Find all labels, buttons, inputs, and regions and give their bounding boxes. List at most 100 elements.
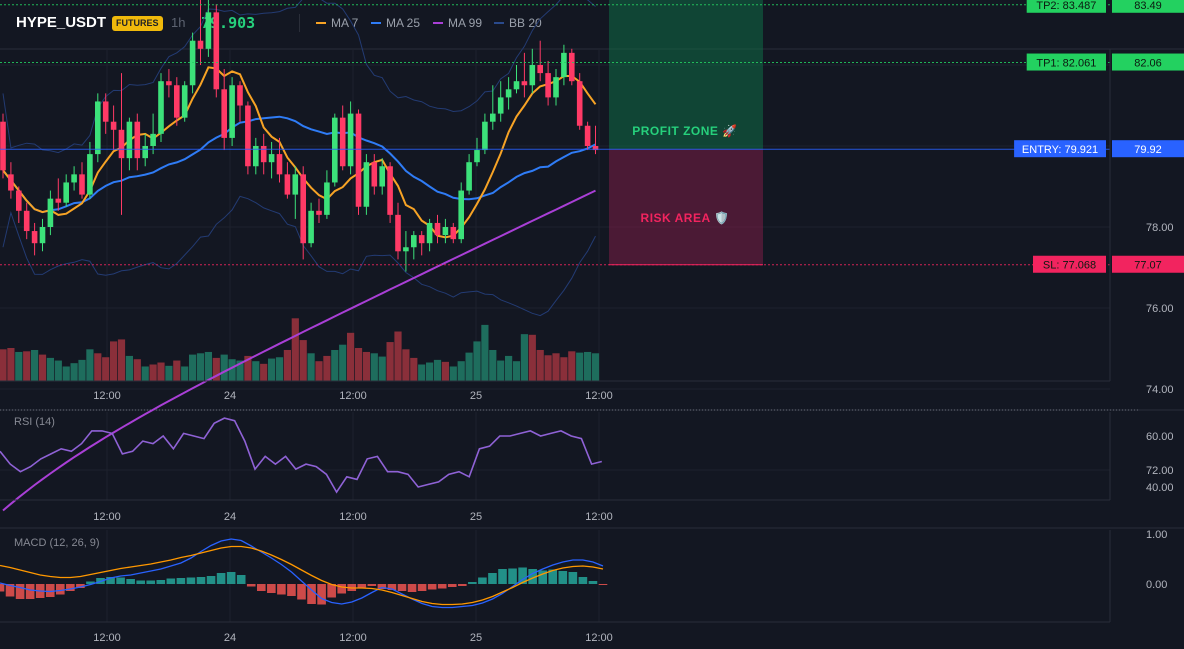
macd-histogram-bar — [25, 584, 35, 599]
legend-bb20[interactable]: BB 20 — [494, 16, 542, 30]
macd-histogram-bar — [196, 577, 206, 584]
volume-bar — [260, 363, 268, 381]
macd-histogram-bar — [106, 577, 115, 584]
candle-body — [31, 231, 38, 244]
volume-bar — [568, 351, 576, 381]
volume-bar — [536, 349, 544, 381]
volume-bar — [117, 339, 126, 381]
volume-bar — [212, 357, 220, 381]
candle-body — [592, 146, 599, 151]
candle-body — [497, 97, 504, 114]
candle-body — [332, 117, 338, 183]
macd-histogram-bar — [518, 567, 527, 584]
macd-histogram-bar — [216, 573, 226, 584]
level-axis-tag — [1112, 140, 1184, 158]
candle-body — [79, 174, 85, 195]
bollinger-bands — [2, 0, 596, 317]
macd-histogram-bar — [447, 584, 457, 587]
moving-averages — [2, 66, 597, 512]
level-axis-tag — [1112, 255, 1184, 273]
legend-ma25[interactable]: MA 25 — [371, 16, 420, 30]
risk-area — [609, 149, 763, 265]
macd-line — [0, 538, 604, 609]
macd-histogram-bar — [558, 571, 568, 584]
candle-body — [347, 113, 354, 167]
candle-body — [181, 85, 188, 118]
volume-bar — [189, 354, 197, 381]
time-tick-label: 24 — [224, 390, 236, 402]
volume-bar — [78, 359, 86, 381]
candle-body — [142, 146, 148, 159]
rsi-line — [0, 417, 602, 494]
time-tick-label: 12:00 — [339, 390, 367, 402]
time-tick-label: 25 — [470, 632, 482, 644]
macd-histogram-bar — [277, 584, 286, 595]
macd-histogram-bar — [417, 584, 427, 591]
volume-bar — [110, 341, 118, 381]
macd-histogram-bar — [236, 575, 246, 584]
macd-histogram-bar — [307, 584, 316, 604]
candle-body — [482, 121, 488, 151]
volume-bar — [0, 349, 7, 381]
macd-histogram-bar — [357, 584, 367, 588]
volume-bar — [149, 364, 157, 381]
candle-body — [513, 81, 520, 90]
macd-histogram-bar — [478, 577, 487, 584]
ma99-line — [2, 189, 596, 512]
volume-bar — [520, 334, 528, 381]
candle-body — [95, 101, 101, 155]
volume-bar — [505, 355, 513, 381]
volume-bar — [410, 357, 418, 381]
macd-histogram-bar — [327, 584, 336, 598]
macd-histogram-bar — [5, 584, 15, 597]
legend-swatch — [494, 21, 504, 24]
volume-bar — [370, 353, 378, 381]
candle-body — [371, 162, 378, 187]
legend-ma99[interactable]: MA 99 — [433, 16, 482, 30]
volume-bar — [15, 351, 23, 381]
volume-bar — [196, 353, 205, 381]
candle-body — [237, 85, 243, 106]
volume-bar — [165, 365, 173, 381]
candle-body — [584, 125, 591, 146]
legend-swatch — [316, 21, 326, 24]
candle-body — [521, 81, 528, 86]
chart-header: HYPE_USDT FUTURES 1h 79.903 MA 7 MA 25 M… — [0, 0, 1184, 46]
macd-histogram-bar — [86, 581, 95, 584]
volume-bar — [62, 366, 70, 381]
macd-histogram-bar — [136, 580, 145, 584]
symbol-title[interactable]: HYPE_USDT — [16, 14, 107, 31]
volume-bar — [7, 348, 15, 381]
level-tag — [1014, 140, 1106, 158]
volume-bar — [54, 360, 62, 381]
macd-histogram-bar — [287, 584, 296, 596]
candle-body — [458, 190, 464, 240]
volume-bar — [449, 366, 457, 381]
timeframe-selector[interactable]: 1h — [171, 15, 186, 30]
volume-bar — [426, 362, 434, 381]
signal-line — [0, 545, 604, 606]
macd-histogram-bar — [126, 579, 135, 584]
volume-bar — [275, 357, 284, 381]
level-tag — [1033, 255, 1106, 273]
macd-histogram-bar — [45, 584, 55, 597]
volume-bar — [418, 364, 426, 381]
volume-bar — [133, 359, 141, 381]
volume-bar — [70, 363, 78, 381]
macd-histogram-bar — [498, 569, 507, 584]
legend-ma7[interactable]: MA 7 — [316, 16, 358, 30]
volume-bar — [394, 331, 402, 381]
candle-body — [363, 162, 370, 207]
macd-histogram-bar — [166, 578, 176, 584]
candle-body — [134, 121, 141, 159]
rsi-title: RSI (14) — [14, 416, 55, 428]
macd-histogram-bar — [15, 584, 25, 599]
macd-histogram-bar — [337, 584, 346, 594]
macd-histogram-bar — [488, 573, 497, 584]
candle-body — [569, 52, 575, 82]
candle-body — [268, 154, 275, 163]
volume-bar — [544, 355, 552, 381]
volume-bar — [125, 355, 133, 381]
